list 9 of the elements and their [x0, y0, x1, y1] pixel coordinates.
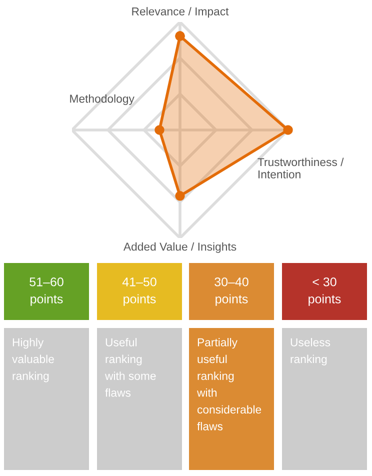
category-label: 51–60 points [30, 277, 64, 306]
spoke-label: Trustworthiness / Intention [258, 158, 344, 178]
spoke-label: Added Value / Insights [123, 242, 236, 253]
category-label: 30–40 points [214, 277, 248, 306]
category-label: Partially useful ranking with considerable flaws [196, 338, 262, 430]
spoke-label: Relevance / Impact [132, 7, 229, 18]
spoke-label: Methodology [70, 94, 134, 105]
category-label: < 30 points [308, 277, 341, 306]
category-label: 41–50 points [122, 277, 156, 306]
